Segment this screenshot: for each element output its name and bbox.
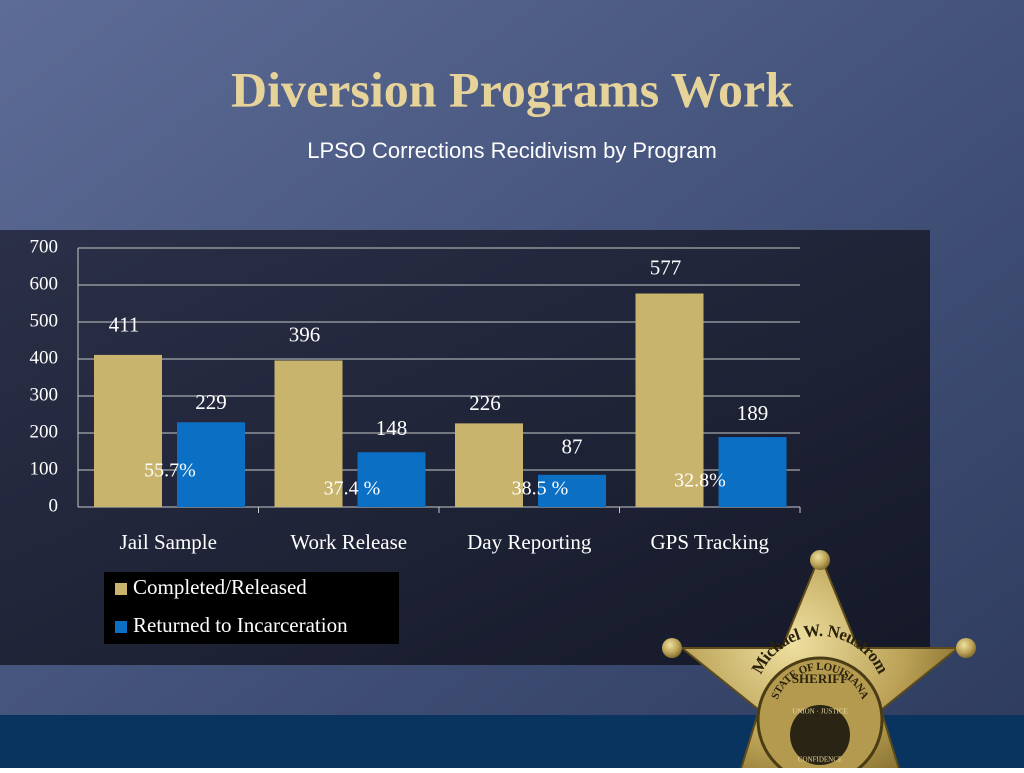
percent-annotation: 32.8%	[674, 470, 726, 492]
legend: Completed/Released Returned to Incarcerat…	[115, 575, 348, 637]
badge-rank: SHERIFF	[792, 671, 848, 686]
chart: 0 100 200 300 400 500 600 700 Jail Sample 411 229 5…	[30, 236, 801, 554]
value-label: 87	[562, 435, 583, 459]
badge-motto2: CONFIDENCE	[798, 756, 842, 764]
value-label: 148	[376, 416, 408, 440]
legend-label: Completed/Released	[133, 575, 307, 599]
percent-annotation: 38.5 %	[512, 478, 569, 500]
value-label: 229	[195, 390, 227, 414]
y-tick-label: 400	[30, 347, 59, 368]
bar	[357, 452, 426, 507]
x-tick-label: Work Release	[290, 530, 407, 554]
y-tick-label: 500	[30, 310, 59, 331]
value-label: 226	[469, 391, 501, 415]
bar	[718, 437, 787, 507]
legend-box	[104, 572, 399, 644]
badge-ball	[810, 550, 830, 570]
legend-swatch	[115, 621, 127, 633]
y-tick-label: 200	[30, 421, 59, 442]
slide-title: Diversion Programs Work	[231, 61, 793, 117]
bar	[94, 354, 162, 507]
badge-ball	[662, 638, 682, 658]
value-label: 577	[650, 255, 682, 279]
x-tick-label: Jail Sample	[120, 530, 217, 554]
value-label: 396	[289, 322, 321, 346]
y-tick-label: 600	[30, 273, 59, 294]
y-tick-label: 300	[30, 384, 59, 405]
percent-annotation: 37.4 %	[324, 478, 381, 500]
badge-ball	[956, 638, 976, 658]
badge-motto: UNION · JUSTICE	[792, 708, 848, 716]
legend-swatch	[115, 583, 127, 595]
y-tick-label: 700	[30, 236, 59, 257]
y-tick-label: 0	[49, 495, 59, 516]
percent-annotation: 55.7%	[144, 460, 196, 482]
legend-label: Returned to Incarceration	[133, 613, 348, 637]
value-label: 411	[109, 313, 140, 337]
x-tick-label: GPS Tracking	[651, 530, 770, 554]
bar	[538, 474, 606, 507]
x-tick-label: Day Reporting	[467, 530, 592, 554]
bar	[177, 422, 245, 507]
bar	[455, 423, 523, 507]
subtitle: LPSO Corrections Recidivism by Program	[307, 138, 717, 163]
badge-center	[790, 705, 850, 765]
y-tick-label: 100	[30, 458, 59, 479]
bar	[274, 360, 343, 507]
bar	[635, 293, 704, 507]
value-label: 189	[737, 401, 769, 425]
